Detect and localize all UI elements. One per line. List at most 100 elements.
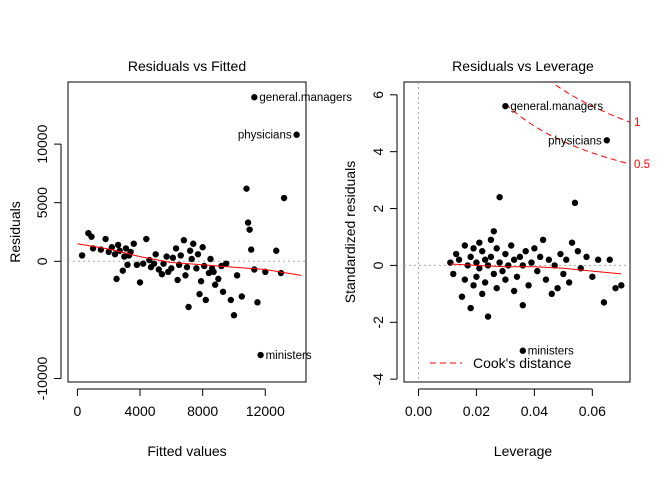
data-point bbox=[519, 262, 526, 269]
data-point bbox=[519, 347, 526, 354]
data-point bbox=[199, 244, 206, 251]
data-point bbox=[473, 259, 480, 266]
data-point bbox=[499, 267, 506, 275]
data-point bbox=[513, 273, 521, 280]
data-point bbox=[136, 279, 144, 286]
data-point bbox=[172, 245, 180, 252]
data-point bbox=[215, 275, 222, 283]
data-point bbox=[186, 247, 194, 254]
data-point bbox=[571, 199, 579, 207]
data-point bbox=[484, 262, 492, 269]
plot-frame bbox=[403, 81, 631, 383]
data-point bbox=[111, 251, 119, 258]
data-point bbox=[554, 284, 561, 292]
data-point bbox=[246, 226, 253, 233]
data-point bbox=[169, 254, 177, 261]
data-point bbox=[496, 259, 503, 266]
data-point bbox=[133, 261, 141, 269]
data-point bbox=[273, 247, 280, 254]
data-point bbox=[177, 252, 184, 259]
y-tick-label: -4 bbox=[370, 373, 386, 386]
smoother-line bbox=[77, 243, 302, 276]
data-point bbox=[152, 251, 159, 258]
point-label: general.managers bbox=[259, 92, 352, 104]
data-point bbox=[193, 265, 200, 272]
x-tick-label: 0.06 bbox=[579, 403, 606, 419]
data-point bbox=[612, 284, 619, 292]
data-point bbox=[78, 252, 86, 259]
data-point bbox=[502, 250, 509, 258]
data-point bbox=[487, 236, 495, 244]
data-point bbox=[105, 248, 112, 256]
data-point bbox=[174, 276, 181, 284]
data-point bbox=[528, 259, 535, 266]
data-point bbox=[180, 237, 188, 244]
data-point bbox=[510, 287, 518, 295]
data-point bbox=[525, 282, 532, 289]
data-point bbox=[574, 247, 582, 255]
data-point bbox=[114, 241, 122, 249]
data-point bbox=[479, 247, 486, 255]
x-axis-title: Fitted values bbox=[147, 443, 226, 459]
plot-frame bbox=[67, 81, 307, 383]
data-point bbox=[139, 260, 147, 267]
data-point bbox=[519, 302, 526, 309]
data-point bbox=[163, 253, 170, 260]
data-point bbox=[534, 267, 541, 275]
data-point bbox=[551, 262, 558, 269]
data-point bbox=[196, 290, 203, 298]
y-tick-label: 0 bbox=[34, 257, 50, 265]
data-point bbox=[539, 236, 547, 244]
data-point bbox=[227, 296, 235, 304]
plot-title: Residuals vs Leverage bbox=[452, 58, 594, 74]
data-point bbox=[467, 304, 474, 312]
data-point bbox=[502, 276, 509, 283]
y-tick-label: -10000 bbox=[34, 356, 50, 400]
data-point bbox=[505, 262, 512, 269]
data-point bbox=[88, 233, 95, 240]
data-point bbox=[244, 219, 252, 226]
data-point bbox=[508, 242, 515, 249]
data-point bbox=[470, 282, 477, 289]
data-point bbox=[251, 94, 258, 101]
data-point bbox=[531, 245, 538, 252]
x-tick-label: 12000 bbox=[246, 403, 285, 419]
data-point bbox=[211, 281, 219, 288]
data-point bbox=[606, 256, 613, 263]
x-tick-label: 0.00 bbox=[405, 403, 432, 419]
data-point bbox=[600, 299, 608, 306]
data-point bbox=[238, 293, 246, 300]
point-label: physicians bbox=[548, 135, 602, 147]
y-axis-title: Residuals bbox=[7, 201, 23, 262]
data-point bbox=[476, 265, 483, 272]
data-point bbox=[481, 256, 489, 263]
data-point bbox=[476, 239, 483, 246]
point-label: general.managers bbox=[510, 101, 603, 113]
data-point bbox=[458, 293, 466, 300]
data-point bbox=[222, 260, 230, 267]
y-tick-label: 2 bbox=[370, 204, 386, 212]
y-tick-label: 4 bbox=[370, 148, 386, 156]
data-point bbox=[113, 275, 120, 283]
data-point bbox=[158, 270, 166, 278]
data-point bbox=[150, 260, 158, 267]
point-label: ministers bbox=[266, 350, 312, 362]
data-point bbox=[102, 235, 109, 243]
data-point bbox=[461, 242, 469, 249]
data-point bbox=[160, 260, 167, 267]
cooks-distance-contour bbox=[505, 103, 630, 165]
data-point bbox=[280, 194, 288, 202]
data-point bbox=[493, 245, 500, 252]
data-point bbox=[194, 251, 202, 258]
x-tick-label: 8000 bbox=[187, 403, 218, 419]
data-point bbox=[545, 256, 553, 263]
data-point bbox=[210, 268, 217, 276]
data-point bbox=[473, 273, 480, 280]
y-tick-label: 10000 bbox=[34, 124, 50, 163]
data-point bbox=[230, 312, 238, 319]
cooks-distance-label: 0.5 bbox=[634, 159, 650, 171]
data-point bbox=[243, 185, 250, 192]
data-point bbox=[557, 250, 564, 258]
data-point bbox=[589, 273, 596, 280]
